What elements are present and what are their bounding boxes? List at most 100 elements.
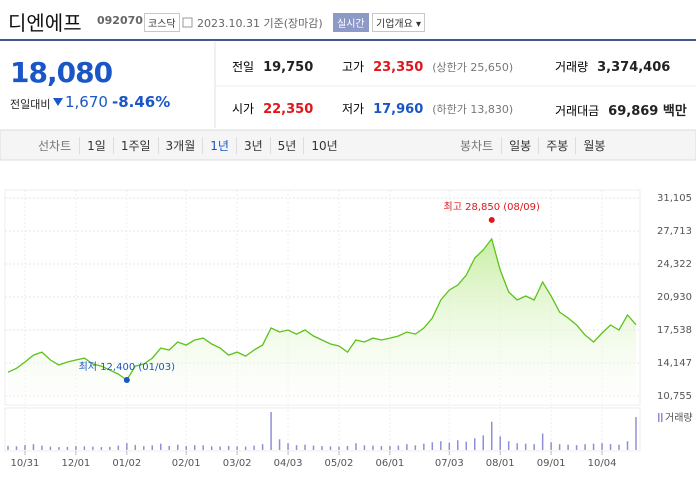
volume-bar (558, 444, 561, 450)
volume-bar (575, 445, 578, 450)
volume-bar (176, 444, 179, 450)
volume-bar (253, 445, 255, 450)
annotation: 최고 28,850 (08/09) (444, 201, 540, 213)
volume-bar (15, 446, 18, 450)
stat-label: 고가 (342, 60, 365, 74)
toolbar-bg (0, 129, 696, 161)
volume-bar (295, 445, 298, 450)
volume-bar (244, 446, 247, 450)
volume-bar (584, 444, 586, 450)
period-button[interactable]: 5년 (269, 137, 304, 154)
volume-bar (66, 446, 69, 450)
legend-label: 거래량 (665, 412, 693, 424)
candle-button[interactable]: 월봉 (575, 137, 612, 154)
volume-bar (380, 446, 383, 450)
volume-bar (210, 446, 213, 450)
stat-value: 69,869 백만 (608, 104, 687, 119)
change-percent: -8.46% (112, 93, 171, 111)
volume-bar (278, 439, 281, 450)
volume-bar (618, 444, 620, 450)
volume-bar (202, 445, 204, 450)
volume-bar (414, 445, 417, 450)
x-tick-label: 10/04 (588, 458, 617, 469)
stat-label: 전일 (232, 60, 255, 74)
volume-bar (134, 444, 137, 450)
y-tick-label: 27,713 (657, 226, 692, 237)
stock-code: 092070 (97, 14, 143, 27)
y-tick-label: 14,147 (657, 358, 692, 369)
stat: 거래량 3,374,406 (555, 58, 670, 75)
volume-bar (24, 445, 26, 450)
x-tick-label: 01/02 (112, 458, 141, 469)
realtime-button[interactable]: 실시간 (333, 13, 369, 32)
volume-bar (219, 446, 221, 450)
control-label: 봉차트 (460, 139, 494, 153)
period-button[interactable]: 1주일 (112, 137, 158, 154)
volume-bar (389, 445, 391, 450)
volume-frame (4, 407, 641, 452)
volume-bar (516, 443, 518, 450)
volume-bar (83, 446, 86, 450)
volume-bar (465, 441, 468, 450)
volume-bar (635, 417, 637, 450)
change-label: 전일대비 (10, 98, 51, 111)
volume-bar (49, 446, 52, 450)
period-button[interactable]: 1일 (79, 137, 113, 154)
x-tick-label: 04/03 (274, 458, 303, 469)
volume-bar (609, 444, 612, 450)
extreme-marker (123, 376, 130, 383)
volume-bar (126, 443, 128, 450)
market-badge: 코스닥 (144, 13, 180, 32)
volume-bar (193, 445, 196, 450)
volume-bar (185, 446, 187, 450)
company-info-button[interactable]: 기업개요 ▾ (372, 13, 426, 32)
period-button[interactable]: 10년 (303, 137, 344, 154)
period-button[interactable]: 3년 (235, 137, 270, 154)
y-tick-label: 10,755 (657, 391, 692, 402)
volume-bar (168, 445, 170, 450)
down-arrow (53, 98, 63, 106)
volume-bar (567, 444, 569, 450)
volume-bar (346, 445, 349, 450)
x-tick-label: 08/01 (486, 458, 515, 469)
volume-bar (474, 438, 476, 450)
stat-value: 19,750 (263, 60, 314, 75)
stat: 저가 17,960 (하한가 13,830) (342, 100, 513, 117)
extreme-marker (488, 216, 495, 223)
volume-bar (75, 446, 77, 450)
volume-bar (227, 445, 230, 450)
stat: 고가 23,350 (상한가 25,650) (342, 58, 513, 75)
stat-note: (하한가 13,830) (432, 103, 514, 116)
x-tick-label: 03/02 (223, 458, 252, 469)
volume-bar (363, 445, 366, 450)
x-tick-label: 09/01 (537, 458, 566, 469)
control-label: 선차트 (38, 139, 72, 153)
volume-bar (355, 443, 357, 450)
volume-bar (499, 436, 501, 450)
line (7, 237, 637, 381)
volume-bar (143, 446, 145, 450)
y-tick-label: 31,105 (657, 193, 692, 204)
area (8, 238, 636, 405)
y-tick-label: 24,322 (657, 259, 692, 270)
candle-button[interactable]: 일봉 (501, 137, 538, 154)
volume-bar (601, 443, 603, 450)
period-button[interactable]: 1년 (202, 137, 236, 154)
candle-button[interactable]: 주봉 (538, 137, 575, 154)
volume-bar (406, 444, 408, 450)
volume-bar (440, 441, 442, 450)
volume-bar (270, 412, 272, 450)
stat-value: 23,350 (373, 60, 424, 75)
volume-bar (41, 445, 43, 450)
volume-bar (329, 446, 332, 450)
volume-bar (397, 445, 400, 450)
volume-bar (338, 446, 340, 450)
volume-bar (117, 445, 120, 450)
stat-label: 저가 (342, 102, 365, 116)
volume-bar (533, 444, 535, 450)
period-button[interactable]: 3개월 (157, 137, 203, 154)
x-tick-label: 12/01 (61, 458, 90, 469)
y-tick-label: 17,538 (657, 325, 692, 336)
